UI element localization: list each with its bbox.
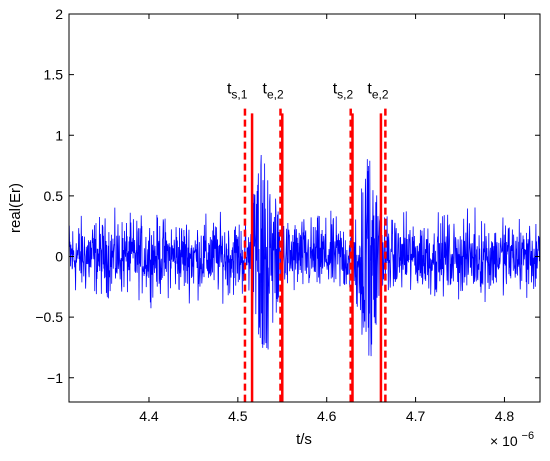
y-tick-label: 2: [55, 6, 63, 22]
plot-area: ts,1 te,2 ts,2 te,2: [68, 81, 541, 402]
axes-box: [68, 13, 541, 403]
marker-label-subscript: e,2: [372, 88, 389, 102]
marker-label-main: t: [333, 81, 338, 98]
y-axis-label: real(Er): [7, 183, 24, 233]
marker-label-main: t: [263, 81, 268, 98]
x-axis-multiplier-base: × 10: [490, 433, 518, 449]
marker-label-main: t: [367, 81, 372, 98]
signal-series-line: [68, 155, 541, 357]
x-axis-label: t/s: [296, 431, 312, 448]
marker-label-5: ts,2: [333, 81, 354, 102]
marker-label-subscript: s,1: [231, 88, 247, 102]
y-tick-label: 0: [55, 249, 63, 265]
ticks: 4.4 4.5 4.6 4.7 4.8 −1 −0.5 0 0.5 1 1.5 2: [35, 6, 540, 424]
x-tick-label: 4.7: [406, 408, 426, 424]
marker-label-8: te,2: [367, 81, 388, 102]
x-axis-multiplier: × 10 −6: [490, 430, 534, 449]
y-tick-label: 1.5: [44, 67, 64, 83]
marker-label-main: t: [227, 81, 232, 98]
y-tick-label: −1: [47, 370, 63, 386]
x-tick-label: 4.4: [139, 408, 159, 424]
y-tick-label: −0.5: [35, 309, 63, 325]
y-tick-label: 0.5: [44, 188, 64, 204]
x-tick-label: 4.8: [495, 408, 515, 424]
x-tick-label: 4.6: [317, 408, 337, 424]
marker-label-subscript: e,2: [267, 88, 284, 102]
marker-label-1: ts,1: [227, 81, 248, 102]
marker-label-subscript: s,2: [337, 88, 353, 102]
marker-label-3: te,2: [263, 81, 284, 102]
y-tick-label: 1: [55, 127, 63, 143]
x-axis-multiplier-exponent: −6: [522, 430, 535, 442]
x-tick-label: 4.5: [228, 408, 248, 424]
